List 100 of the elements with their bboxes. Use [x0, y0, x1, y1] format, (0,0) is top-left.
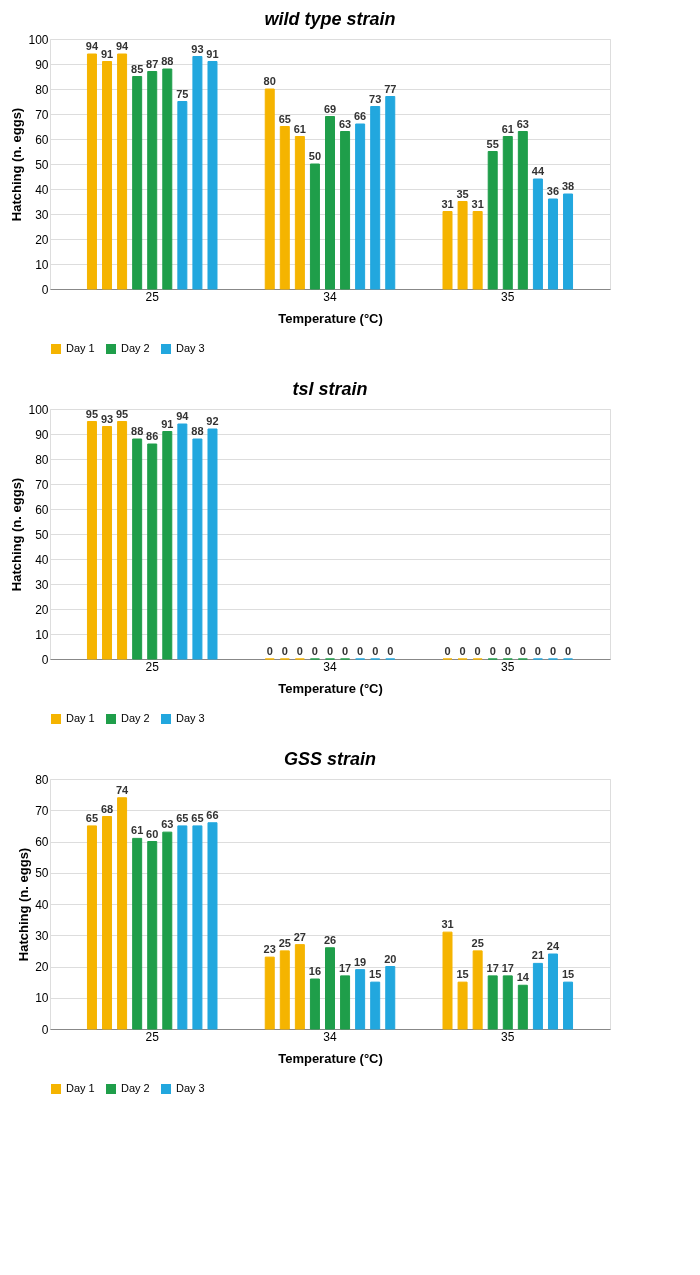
- data-label: 0: [519, 645, 526, 657]
- data-label: 27: [293, 930, 306, 943]
- bar: [279, 126, 290, 290]
- bar: [207, 61, 218, 290]
- y-tick-label: 20: [35, 960, 49, 974]
- data-label: 26: [323, 933, 337, 946]
- bar: [563, 193, 574, 290]
- data-label: 0: [534, 645, 541, 657]
- data-label: 75: [176, 87, 189, 100]
- data-label: 91: [206, 47, 219, 60]
- bar: [264, 956, 275, 1030]
- y-tick-label: 0: [41, 282, 49, 297]
- data-label: 73: [369, 92, 382, 105]
- y-axis-title: Hatching (n. eggs): [16, 847, 32, 962]
- data-label: 15: [456, 968, 469, 981]
- y-tick-label: 60: [35, 132, 49, 147]
- bar: [192, 825, 203, 1030]
- y-tick-label: 60: [35, 835, 49, 849]
- y-tick-label: 70: [35, 107, 49, 122]
- chart-title: tsl strain: [292, 379, 368, 399]
- bar: [162, 68, 173, 290]
- data-label: 17: [486, 961, 499, 974]
- bar: [177, 101, 188, 290]
- data-label: 69: [323, 102, 337, 115]
- bar: [385, 966, 396, 1030]
- data-label: 80: [263, 75, 276, 87]
- legend-label: Day 3: [176, 342, 205, 354]
- data-label: 50: [308, 150, 322, 162]
- y-tick-label: 20: [35, 232, 49, 247]
- bar: [442, 931, 453, 1030]
- data-label: 35: [456, 187, 469, 200]
- x-tick-label: 35: [501, 1029, 515, 1044]
- bar: [325, 116, 335, 290]
- data-label: 19: [354, 955, 367, 968]
- x-tick-label: 34: [323, 659, 337, 674]
- y-tick-label: 10: [35, 627, 49, 642]
- bar: [442, 211, 453, 290]
- bar: [563, 981, 574, 1030]
- data-label: 15: [369, 968, 382, 981]
- data-label: 0: [504, 645, 511, 657]
- data-label: 55: [486, 137, 499, 150]
- bar: [86, 421, 97, 660]
- bar: [279, 950, 290, 1030]
- bar: [370, 106, 381, 290]
- chart-title: GSS strain: [283, 749, 377, 769]
- data-label: 61: [501, 122, 514, 135]
- y-tick-label: 90: [35, 427, 49, 442]
- data-label: 0: [281, 645, 288, 657]
- y-tick-label: 100: [28, 402, 49, 417]
- data-label: 88: [191, 425, 204, 437]
- legend-label: Day 1: [66, 712, 95, 724]
- x-tick-label: 34: [323, 1029, 337, 1044]
- bar: [264, 88, 275, 290]
- data-label: 93: [191, 42, 204, 55]
- data-label: 15: [561, 968, 575, 981]
- data-label: 16: [308, 965, 322, 977]
- data-label: 0: [549, 645, 557, 657]
- data-label: 95: [115, 407, 129, 420]
- chart-title: wild type strain: [264, 9, 396, 29]
- bar: [472, 211, 483, 290]
- data-label: 0: [474, 645, 481, 657]
- bar: [487, 975, 498, 1030]
- x-tick-label: 25: [145, 289, 160, 304]
- data-label: 88: [161, 55, 174, 67]
- bar: [309, 978, 320, 1030]
- data-label: 68: [100, 802, 114, 815]
- bar: [309, 163, 320, 290]
- data-label: 74: [115, 783, 130, 796]
- bar: [192, 438, 203, 660]
- data-label: 21: [531, 949, 545, 962]
- x-axis-title: Temperature (°C): [278, 310, 383, 326]
- data-label: 31: [441, 197, 454, 210]
- data-label: 0: [342, 645, 349, 657]
- bar: [207, 428, 218, 660]
- bar: [370, 981, 381, 1030]
- y-tick-label: 40: [35, 552, 49, 567]
- legend-label: Day 1: [66, 342, 95, 354]
- data-label: 0: [459, 645, 466, 657]
- bar: [355, 123, 366, 290]
- bar: [102, 61, 113, 290]
- bar: [532, 962, 543, 1030]
- y-tick-label: 60: [35, 502, 49, 517]
- y-tick-label: 70: [35, 477, 49, 492]
- y-tick-label: 40: [35, 897, 49, 912]
- data-label: 0: [311, 645, 318, 657]
- y-tick-label: 80: [35, 82, 49, 97]
- data-label: 85: [131, 62, 144, 75]
- bar: [532, 178, 543, 290]
- bar: [340, 975, 351, 1030]
- legend-label: Day 2: [121, 342, 150, 354]
- bar: [517, 984, 528, 1030]
- legend-label: Day 1: [66, 1082, 95, 1094]
- bar: [517, 131, 528, 290]
- data-label: 95: [85, 407, 99, 420]
- data-label: 61: [131, 824, 144, 837]
- data-label: 31: [441, 918, 454, 931]
- data-label: 25: [471, 936, 484, 949]
- x-tick-label: 34: [323, 289, 337, 304]
- y-tick-label: 40: [35, 182, 49, 197]
- bar: [86, 53, 97, 290]
